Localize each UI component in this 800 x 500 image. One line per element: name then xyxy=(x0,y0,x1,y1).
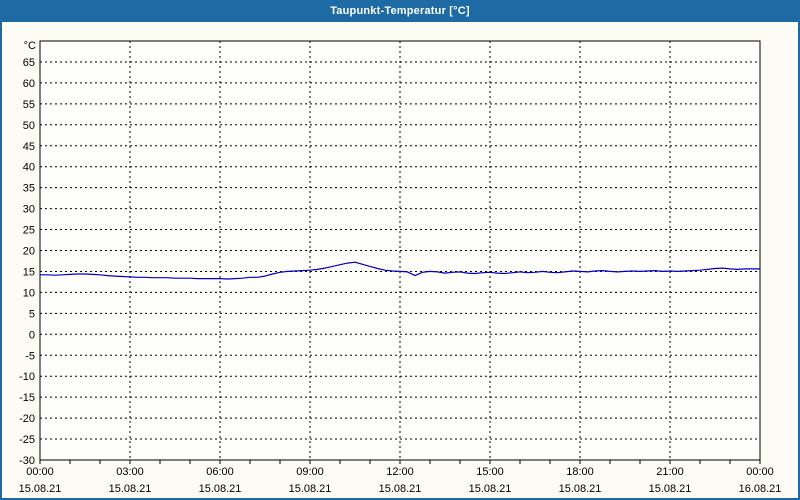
chart-canvas: 65605550454035302520151050-5-10-15-20-25… xyxy=(19,40,782,495)
y-tick-label: 60 xyxy=(23,78,35,90)
x-tick-time-label: 12:00 xyxy=(386,466,414,478)
y-tick-label: -15 xyxy=(19,392,35,404)
y-tick-label: -20 xyxy=(19,413,35,425)
y-tick-label: 40 xyxy=(23,162,35,174)
dewpoint-temperature-line xyxy=(40,261,760,280)
x-tick-time-label: 15:00 xyxy=(476,466,504,478)
y-tick-label: 5 xyxy=(29,308,35,320)
x-tick-time-label: 00:00 xyxy=(746,466,774,478)
y-tick-label: 25 xyxy=(23,225,35,237)
y-tick-label: 45 xyxy=(23,141,35,153)
x-axis-minor-ticks xyxy=(39,460,761,464)
x-tick-time-label: 03:00 xyxy=(116,466,144,478)
x-tick-date-label: 16.08.21 xyxy=(739,483,782,495)
x-axis-labels: 00:00 15.08.21 03:00 15.08.21 06:00 15.08.21 0… xyxy=(19,466,782,495)
x-tick-time-label: 21:00 xyxy=(656,466,684,478)
chart-title: Taupunkt-Temperatur [°C] xyxy=(330,5,470,17)
title-bar[interactable]: Taupunkt-Temperatur [°C] xyxy=(0,0,800,22)
x-tick-time-label: 06:00 xyxy=(206,466,234,478)
y-tick-label: 0 xyxy=(29,329,35,341)
y-tick-label: 30 xyxy=(23,204,35,216)
x-tick-date-label: 15.08.21 xyxy=(289,483,332,495)
x-tick-date-label: 15.08.21 xyxy=(469,483,512,495)
x-tick-time-label: 00:00 xyxy=(26,466,54,478)
y-tick-label: -30 xyxy=(19,455,35,467)
y-tick-label: 65 xyxy=(23,57,35,69)
x-tick-date-label: 15.08.21 xyxy=(379,483,422,495)
y-tick-label: 15 xyxy=(23,266,35,278)
y-tick-label: -10 xyxy=(19,371,35,383)
x-tick-time-label: 18:00 xyxy=(566,466,594,478)
x-tick-date-label: 15.08.21 xyxy=(649,483,692,495)
plot-border xyxy=(39,40,761,461)
x-tick-time-label: 09:00 xyxy=(296,466,324,478)
y-tick-label: 20 xyxy=(23,246,35,258)
y-tick-label: 35 xyxy=(23,183,35,195)
x-tick-date-label: 15.08.21 xyxy=(109,483,152,495)
y-axis-unit-label: °C xyxy=(24,40,36,52)
y-tick-label: 55 xyxy=(23,99,35,111)
y-tick-label: -25 xyxy=(19,434,35,446)
x-tick-date-label: 15.08.21 xyxy=(19,483,62,495)
chart-container: 65 60 55 50 45 40 35 30 25 20 15 10 5 0 -5 -10 -15 -20 -25… xyxy=(2,22,798,496)
y-tick-label: 50 xyxy=(23,120,35,132)
x-tick-date-label: 15.08.21 xyxy=(199,483,242,495)
y-tick-label: 10 xyxy=(23,287,35,299)
y-gridlines: 65605550454035302520151050-5-10-15-20-25… xyxy=(19,57,760,467)
x-tick-date-label: 15.08.21 xyxy=(559,483,602,495)
y-tick-label: -5 xyxy=(25,350,35,362)
